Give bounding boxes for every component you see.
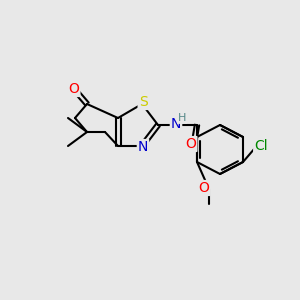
Text: O: O [186, 137, 196, 151]
Text: S: S [139, 95, 147, 109]
Text: H: H [178, 113, 186, 123]
Text: N: N [171, 117, 181, 131]
Text: N: N [138, 140, 148, 154]
Text: Cl: Cl [254, 139, 268, 153]
Text: O: O [199, 181, 209, 195]
Text: O: O [69, 82, 80, 96]
